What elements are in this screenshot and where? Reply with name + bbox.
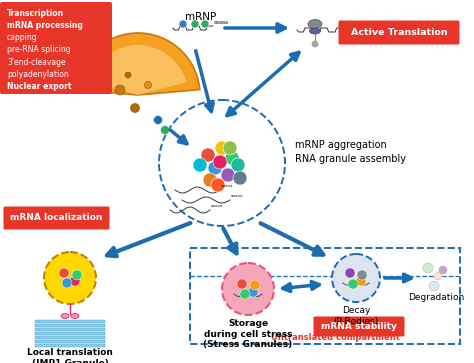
Circle shape: [356, 276, 366, 286]
Circle shape: [62, 278, 72, 288]
Circle shape: [439, 266, 447, 274]
Circle shape: [145, 82, 152, 89]
Circle shape: [222, 263, 274, 315]
Circle shape: [125, 72, 131, 78]
Circle shape: [201, 20, 209, 28]
Circle shape: [191, 20, 199, 28]
FancyBboxPatch shape: [3, 207, 109, 229]
Text: Transcription: Transcription: [7, 9, 64, 18]
FancyBboxPatch shape: [338, 20, 459, 45]
Text: mRNP aggregation
RNA granule assembly: mRNP aggregation RNA granule assembly: [295, 140, 406, 164]
Circle shape: [231, 158, 245, 172]
Circle shape: [345, 268, 355, 278]
Circle shape: [312, 41, 318, 47]
Circle shape: [248, 287, 258, 297]
Circle shape: [130, 103, 139, 113]
Circle shape: [59, 268, 69, 278]
Circle shape: [348, 279, 358, 289]
Ellipse shape: [71, 314, 79, 318]
Text: aaaaa: aaaaa: [343, 22, 358, 27]
FancyBboxPatch shape: [35, 324, 105, 327]
Circle shape: [233, 171, 247, 185]
Text: Untranslated compartment: Untranslated compartment: [271, 333, 400, 342]
Wedge shape: [90, 45, 186, 95]
Text: aaaaa: aaaaa: [231, 194, 244, 198]
Circle shape: [221, 168, 235, 182]
Text: polyadenylation: polyadenylation: [7, 70, 69, 79]
Circle shape: [159, 100, 285, 226]
Circle shape: [211, 178, 225, 192]
FancyBboxPatch shape: [35, 340, 105, 343]
Text: mRNP: mRNP: [185, 12, 216, 22]
Ellipse shape: [308, 20, 322, 29]
FancyBboxPatch shape: [35, 328, 105, 331]
Circle shape: [223, 141, 237, 155]
Text: mRNA localization: mRNA localization: [10, 213, 103, 223]
Circle shape: [213, 155, 227, 169]
Circle shape: [332, 254, 380, 302]
Circle shape: [115, 85, 125, 95]
Circle shape: [179, 20, 187, 28]
Text: aaaaa: aaaaa: [221, 184, 234, 188]
Text: mRNA processing: mRNA processing: [7, 21, 83, 30]
Circle shape: [250, 280, 260, 290]
FancyBboxPatch shape: [313, 317, 404, 337]
Text: Active Translation: Active Translation: [351, 28, 447, 37]
Text: Decay
(P-Bodies): Decay (P-Bodies): [333, 306, 379, 326]
Text: pre-RNA splicing: pre-RNA splicing: [7, 45, 71, 54]
Circle shape: [70, 276, 80, 286]
Circle shape: [357, 270, 367, 280]
Circle shape: [423, 263, 433, 273]
Text: aaaaa: aaaaa: [211, 204, 224, 208]
Text: aaaaa: aaaaa: [214, 20, 229, 25]
Circle shape: [72, 270, 82, 280]
Circle shape: [240, 289, 250, 299]
Ellipse shape: [310, 28, 320, 34]
Text: 3'end-cleavage: 3'end-cleavage: [7, 58, 65, 66]
Text: mRNA stability: mRNA stability: [321, 322, 397, 331]
FancyBboxPatch shape: [35, 344, 105, 347]
Circle shape: [161, 126, 170, 135]
Text: Degradation: Degradation: [408, 293, 464, 302]
Text: Storage
during cell stress
(Stress Granules): Storage during cell stress (Stress Granu…: [203, 319, 292, 350]
Circle shape: [429, 281, 439, 291]
Circle shape: [215, 141, 229, 155]
Circle shape: [203, 173, 217, 187]
Text: capping: capping: [7, 33, 37, 42]
Text: Local translation
(IMP1 Granule): Local translation (IMP1 Granule): [27, 348, 113, 363]
FancyBboxPatch shape: [35, 320, 105, 323]
FancyBboxPatch shape: [35, 336, 105, 339]
Circle shape: [201, 148, 215, 162]
Text: Nuclear export: Nuclear export: [7, 82, 72, 91]
Circle shape: [44, 252, 96, 304]
Circle shape: [225, 151, 239, 165]
Circle shape: [208, 161, 222, 175]
FancyBboxPatch shape: [35, 332, 105, 335]
Circle shape: [434, 272, 442, 280]
Circle shape: [237, 279, 247, 289]
Circle shape: [154, 115, 163, 125]
Wedge shape: [76, 33, 200, 95]
Circle shape: [193, 158, 207, 172]
FancyBboxPatch shape: [0, 2, 112, 94]
Ellipse shape: [61, 314, 69, 318]
